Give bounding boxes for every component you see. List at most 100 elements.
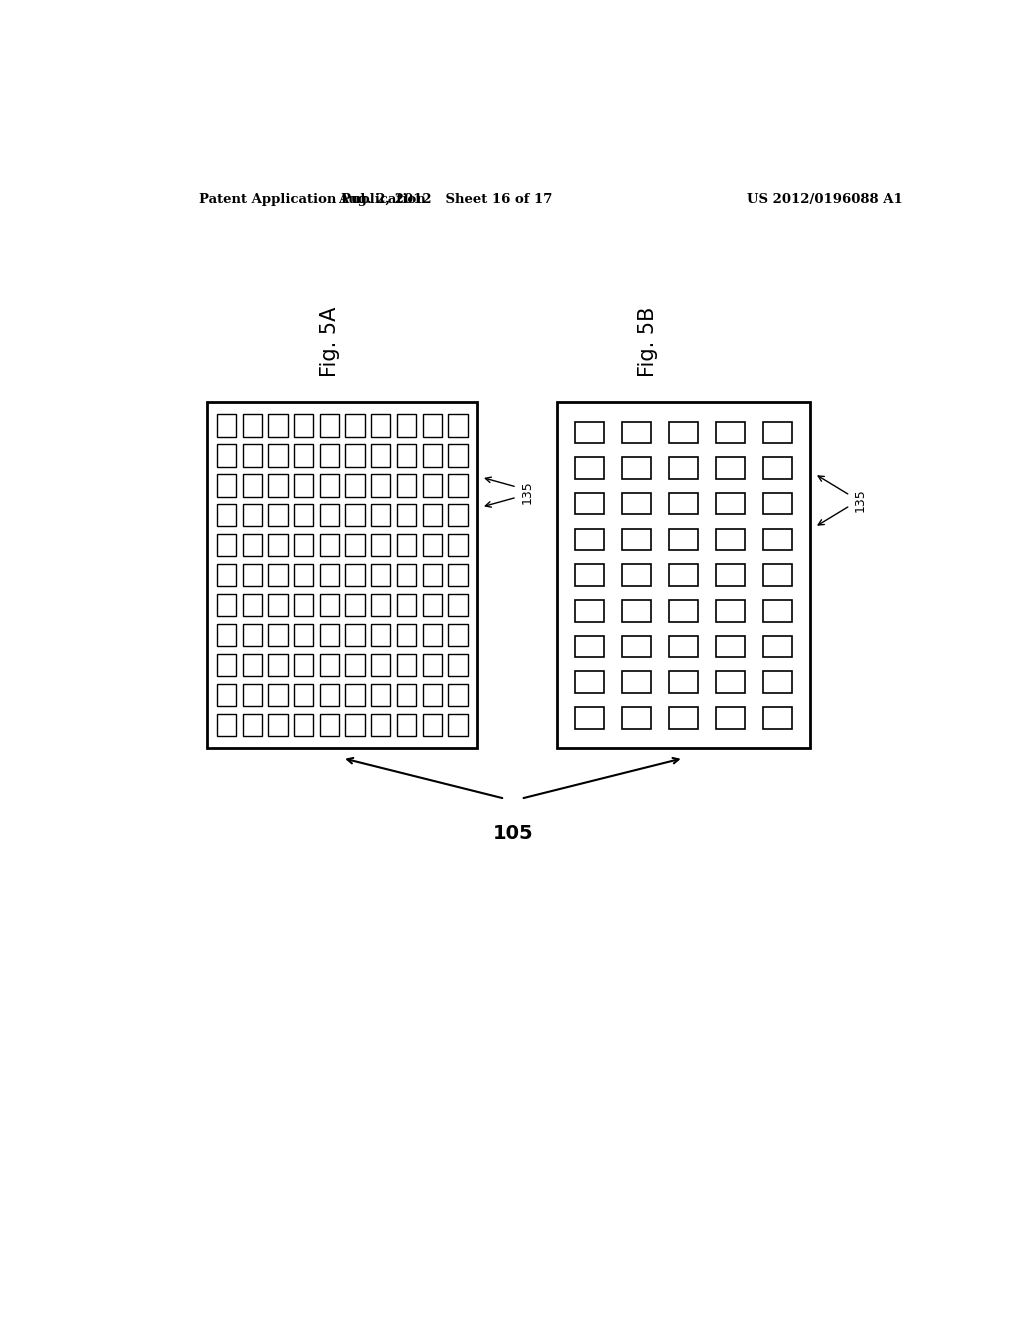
Bar [268, 444, 288, 466]
Bar [268, 414, 288, 437]
Bar [371, 414, 390, 437]
Bar [623, 672, 650, 693]
Bar [763, 494, 792, 515]
Bar [345, 653, 365, 676]
Bar [294, 684, 313, 706]
Bar [423, 414, 442, 437]
Bar [397, 474, 416, 496]
Bar [294, 564, 313, 586]
Bar [670, 529, 697, 550]
Bar [345, 535, 365, 557]
Bar [397, 414, 416, 437]
Bar [217, 624, 237, 647]
Bar [319, 564, 339, 586]
Bar [319, 594, 339, 616]
Bar [397, 564, 416, 586]
Bar [449, 594, 468, 616]
Bar [319, 624, 339, 647]
Bar [763, 636, 792, 657]
Bar [345, 684, 365, 706]
Bar [423, 653, 442, 676]
Bar [243, 684, 262, 706]
Bar [623, 565, 650, 586]
Bar [217, 474, 237, 496]
Bar [345, 564, 365, 586]
Bar [319, 414, 339, 437]
Bar [575, 421, 604, 444]
Bar [371, 444, 390, 466]
Bar [670, 601, 697, 622]
Text: US 2012/0196088 A1: US 2012/0196088 A1 [748, 193, 903, 206]
Bar [371, 474, 390, 496]
Bar [717, 565, 744, 586]
Bar [268, 535, 288, 557]
Bar [449, 624, 468, 647]
Bar [670, 494, 697, 515]
Bar [449, 444, 468, 466]
Text: Fig. 5A: Fig. 5A [321, 306, 340, 376]
Bar [575, 672, 604, 693]
Text: Patent Application Publication: Patent Application Publication [200, 193, 426, 206]
Bar [243, 594, 262, 616]
Bar [268, 594, 288, 616]
Text: 135: 135 [521, 480, 534, 504]
Bar [397, 624, 416, 647]
Bar [557, 403, 811, 748]
Bar [717, 494, 744, 515]
Bar [294, 504, 313, 527]
Bar [623, 494, 650, 515]
Bar [670, 457, 697, 479]
Bar [575, 494, 604, 515]
Bar [268, 653, 288, 676]
Bar [763, 601, 792, 622]
Bar [371, 504, 390, 527]
Bar [449, 564, 468, 586]
Bar [670, 421, 697, 444]
Bar [397, 535, 416, 557]
Bar [243, 564, 262, 586]
Bar [319, 714, 339, 737]
Bar [207, 403, 477, 748]
Bar [623, 601, 650, 622]
Bar [423, 624, 442, 647]
Bar [763, 421, 792, 444]
Bar [345, 624, 365, 647]
Bar [575, 708, 604, 729]
Bar [294, 414, 313, 437]
Bar [243, 653, 262, 676]
Bar [217, 414, 237, 437]
Bar [371, 624, 390, 647]
Bar [670, 565, 697, 586]
Bar [670, 636, 697, 657]
Bar [371, 535, 390, 557]
Bar [371, 564, 390, 586]
Bar [319, 504, 339, 527]
Bar [294, 714, 313, 737]
Bar [575, 601, 604, 622]
Bar [423, 535, 442, 557]
Bar [294, 624, 313, 647]
Bar [243, 714, 262, 737]
Bar [423, 684, 442, 706]
Bar [763, 672, 792, 693]
Bar [397, 653, 416, 676]
Bar [423, 474, 442, 496]
Bar [717, 708, 744, 729]
Bar [623, 636, 650, 657]
Bar [717, 529, 744, 550]
Bar [575, 636, 604, 657]
Bar [449, 504, 468, 527]
Bar [294, 594, 313, 616]
Bar [623, 708, 650, 729]
Bar [319, 535, 339, 557]
Text: Aug. 2, 2012   Sheet 16 of 17: Aug. 2, 2012 Sheet 16 of 17 [338, 193, 553, 206]
Bar [371, 714, 390, 737]
Bar [449, 535, 468, 557]
Bar [268, 564, 288, 586]
Bar [575, 457, 604, 479]
Bar [371, 684, 390, 706]
Bar [217, 594, 237, 616]
Bar [217, 444, 237, 466]
Bar [717, 636, 744, 657]
Bar [423, 564, 442, 586]
